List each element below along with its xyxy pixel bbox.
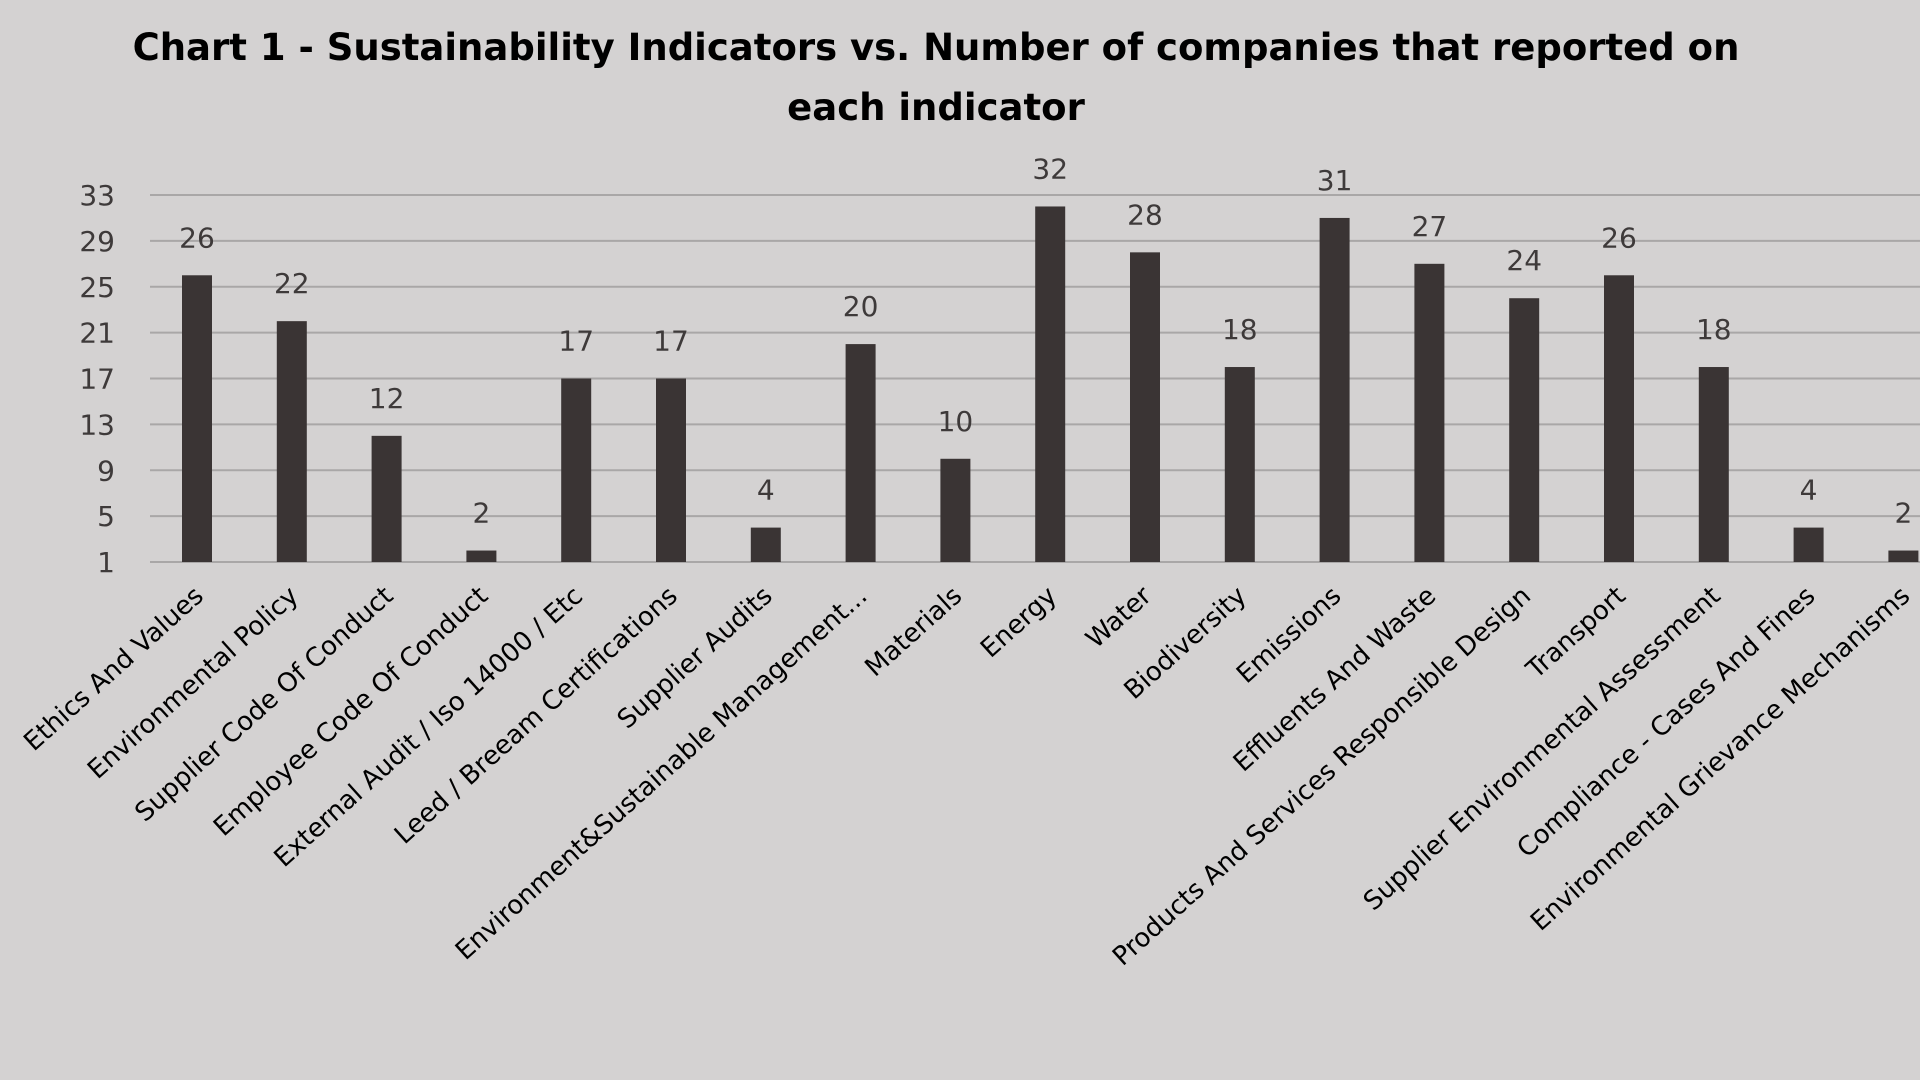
data-label: 17 [558,325,594,358]
data-label: 18 [1696,313,1732,346]
bar [845,344,876,562]
y-tick-label: 17 [79,363,115,396]
x-tick-label: Energy [975,581,1063,664]
data-label: 20 [843,290,879,323]
x-tick-label: Water [1080,581,1157,655]
data-label: 4 [757,474,775,507]
bar [940,458,971,562]
x-tick-label: Materials [859,581,968,683]
data-labels: 26 22 12 2 17 17 4 20 10 32 28 18 31 27 24 26 18 4 2 [179,152,1912,529]
bar [561,378,592,562]
chart-title-line-2: each indicator [787,86,1085,129]
bar [750,527,781,562]
bar [1604,275,1634,562]
y-tick-label: 1 [97,546,115,579]
y-tick-label: 25 [79,271,115,304]
data-label: 31 [1317,164,1353,197]
data-label: 26 [1601,221,1637,254]
bar [1224,367,1255,562]
data-label: 4 [1800,474,1818,507]
bar [276,321,307,562]
data-label: 12 [369,382,405,415]
y-tick-label: 5 [97,500,115,533]
bar [1698,367,1729,562]
y-tick-label: 21 [79,317,115,350]
data-label: 17 [653,325,689,358]
bar [1035,206,1066,562]
bar [1793,527,1824,562]
data-label: 27 [1412,210,1448,243]
bars [182,206,1919,562]
bar [1319,217,1350,562]
bar [1130,252,1160,562]
x-tick-label: Ethics And Values [18,581,209,757]
data-label: 2 [472,497,490,530]
bar [1888,550,1919,562]
bar [182,275,212,562]
data-label: 2 [1894,497,1912,530]
y-tick-label: 9 [97,454,115,487]
data-label: 10 [938,405,974,438]
data-label: 22 [274,267,310,300]
gridlines [150,194,1920,563]
bar [371,435,402,562]
data-label: 32 [1032,152,1068,185]
bar [1509,298,1540,562]
bar [656,378,686,562]
bar [1414,263,1445,562]
data-label: 26 [179,221,215,254]
y-tick-label: 29 [79,225,115,258]
x-tick-label: Supplier Environmental Assessment [1358,581,1726,917]
y-axis-ticks: 1 5 9 13 17 21 25 29 33 [79,179,115,579]
data-label: 18 [1222,313,1258,346]
chart-title-line-1: Chart 1 - Sustainability Indicators vs. … [133,26,1740,69]
data-label: 24 [1506,244,1542,277]
bar [466,550,497,562]
y-tick-label: 33 [79,179,115,212]
y-tick-label: 13 [79,408,115,441]
data-label: 28 [1127,198,1163,231]
